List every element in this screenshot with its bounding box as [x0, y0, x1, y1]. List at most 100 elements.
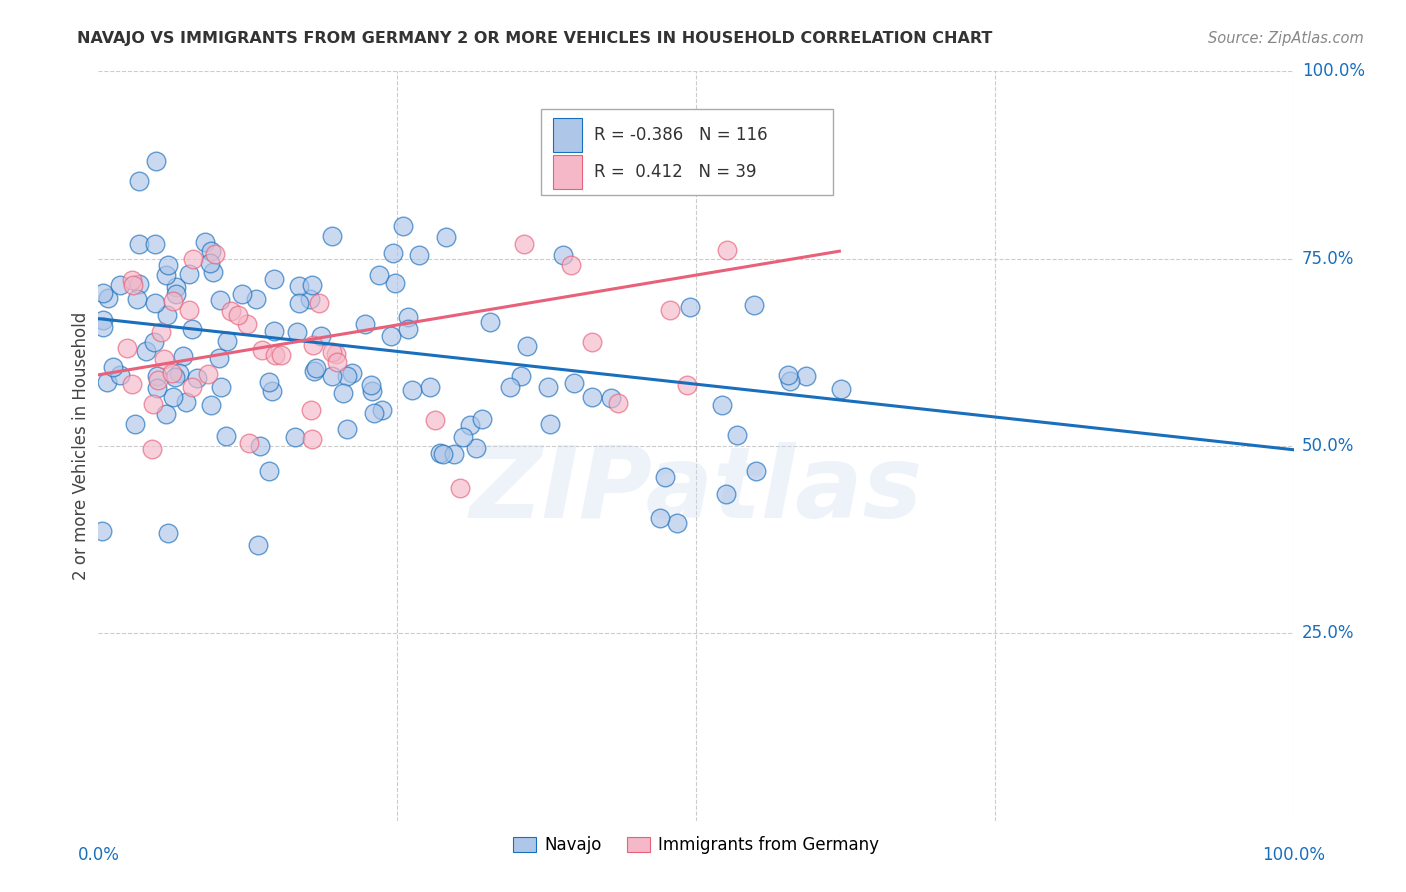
Point [143, 295, 166, 310]
Point [449, 481, 471, 495]
Point [309, 328, 332, 343]
Point [371, 403, 394, 417]
Point [263, 324, 285, 338]
Point [156, 258, 179, 272]
Point [146, 381, 169, 395]
Point [432, 447, 454, 461]
Point [153, 352, 176, 367]
Text: R = -0.386   N = 116: R = -0.386 N = 116 [595, 126, 768, 144]
Point [249, 439, 271, 453]
Point [581, 334, 603, 349]
Point [779, 374, 801, 388]
Point [716, 487, 738, 501]
Point [93, 285, 115, 300]
Point [209, 380, 232, 394]
Point [299, 292, 322, 306]
Point [794, 369, 817, 384]
Point [204, 247, 226, 261]
Point [108, 278, 131, 293]
Point [208, 293, 231, 308]
Point [284, 429, 307, 443]
Point [332, 386, 354, 401]
Point [142, 397, 165, 411]
Point [302, 338, 325, 352]
Point [141, 442, 163, 456]
Point [423, 413, 446, 427]
Point [200, 398, 222, 412]
Point [396, 310, 419, 324]
Point [368, 268, 391, 282]
Point [326, 355, 349, 369]
Point [122, 278, 145, 293]
Y-axis label: 2 or more Vehicles in Household: 2 or more Vehicles in Household [72, 312, 90, 580]
Point [429, 446, 451, 460]
Point [419, 380, 441, 394]
Point [396, 322, 419, 336]
Point [321, 369, 343, 384]
Point [172, 349, 194, 363]
Point [215, 334, 238, 348]
Point [263, 348, 285, 362]
Point [361, 384, 384, 399]
Point [360, 378, 382, 392]
Point [679, 300, 702, 314]
Point [464, 442, 486, 456]
Text: 50.0%: 50.0% [1302, 437, 1354, 455]
Point [103, 359, 125, 374]
Text: R =  0.412   N = 39: R = 0.412 N = 39 [595, 163, 756, 181]
Point [392, 219, 415, 234]
Point [607, 396, 630, 410]
Point [208, 351, 231, 365]
Point [91, 320, 114, 334]
Point [537, 379, 560, 393]
Point [179, 303, 201, 318]
Point [742, 298, 765, 312]
Point [516, 339, 538, 353]
Point [145, 154, 167, 169]
Point [246, 539, 269, 553]
Point [238, 436, 260, 450]
Point [226, 308, 249, 322]
Text: NAVAJO VS IMMIGRANTS FROM GERMANY 2 OR MORE VEHICLES IN HOUSEHOLD CORRELATION CH: NAVAJO VS IMMIGRANTS FROM GERMANY 2 OR M… [77, 31, 993, 46]
Point [325, 346, 347, 360]
Point [382, 245, 405, 260]
Point [150, 325, 173, 339]
Point [600, 391, 623, 405]
Point [666, 516, 689, 530]
Point [560, 259, 582, 273]
Point [562, 376, 585, 390]
Point [231, 286, 253, 301]
Point [354, 318, 377, 332]
Point [165, 287, 187, 301]
Point [830, 382, 852, 396]
Point [336, 422, 359, 436]
Point [128, 236, 150, 251]
Text: 75.0%: 75.0% [1302, 250, 1354, 268]
Point [335, 368, 357, 383]
Point [121, 272, 143, 286]
Point [215, 429, 238, 443]
Point [658, 303, 681, 318]
Point [91, 524, 114, 538]
Point [121, 377, 143, 392]
Point [186, 370, 208, 384]
Point [401, 383, 423, 397]
Point [553, 248, 575, 262]
Point [97, 291, 120, 305]
Point [499, 380, 522, 394]
Point [304, 363, 326, 377]
Point [509, 368, 531, 383]
Point [257, 376, 280, 390]
Point [156, 308, 179, 322]
FancyBboxPatch shape [541, 109, 834, 195]
Point [181, 380, 204, 394]
Point [451, 430, 474, 444]
Point [288, 279, 311, 293]
Point [443, 447, 465, 461]
Point [434, 230, 457, 244]
Point [304, 360, 326, 375]
Text: ZIPatlas: ZIPatlas [470, 442, 922, 540]
Point [471, 412, 494, 426]
Point [162, 391, 184, 405]
FancyBboxPatch shape [553, 155, 582, 189]
